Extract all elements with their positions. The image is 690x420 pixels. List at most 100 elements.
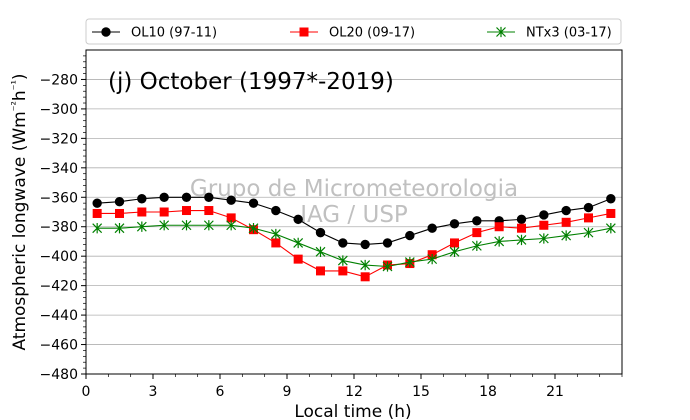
data-point [606, 208, 616, 218]
x-tick-label: 9 [283, 384, 292, 400]
data-point [471, 240, 482, 252]
data-point [450, 238, 459, 248]
data-point [539, 220, 549, 230]
data-point [316, 266, 325, 276]
data-point [583, 227, 594, 238]
data-point [472, 228, 482, 238]
legend-marker [299, 27, 309, 37]
data-point [92, 223, 103, 234]
data-point [226, 220, 237, 231]
legend-label: NTx3 (03-17) [526, 26, 612, 41]
y-tick-label: −280 [40, 72, 78, 88]
x-tick-label: 3 [149, 384, 158, 400]
watermark: Grupo de Micrometeorologia IAG / USP [190, 176, 518, 228]
y-tick-label: −400 [40, 249, 78, 265]
y-tick-label: −420 [40, 279, 78, 295]
data-point [293, 254, 303, 264]
legend-label: OL10 (97-11) [131, 26, 217, 41]
data-point [315, 246, 326, 257]
data-point [606, 194, 616, 204]
data-point [137, 207, 147, 217]
y-tick-label: −340 [40, 161, 78, 177]
data-point [538, 233, 549, 244]
data-point [517, 223, 526, 233]
x-tick-label: 6 [216, 384, 225, 400]
y-tick-label: −320 [40, 131, 78, 147]
data-point [315, 227, 326, 238]
data-point [605, 223, 616, 234]
data-point [338, 266, 348, 276]
data-point [494, 222, 504, 232]
x-tick-label: 18 [479, 384, 497, 400]
data-point [449, 219, 460, 229]
x-tick-label: 21 [546, 384, 564, 400]
legend-item: OL10 (97-11) [92, 26, 217, 41]
panel-title: (j) October (1997*-2019) [108, 69, 394, 95]
series-1 [92, 192, 616, 250]
series-line [97, 224, 611, 268]
data-point [182, 206, 191, 216]
legend: OL10 (97-11) OL20 (09-17) NTx3 (03-17) [85, 18, 622, 45]
data-point [494, 236, 505, 247]
y-tick-label: −440 [40, 308, 78, 324]
y-tick-label: −380 [40, 220, 78, 236]
data-point [115, 208, 124, 218]
data-point [337, 255, 348, 266]
watermark-line-2: IAG / USP [300, 202, 408, 228]
data-point [92, 208, 102, 218]
data-point [248, 198, 259, 208]
data-point [181, 220, 192, 231]
data-point [360, 259, 371, 271]
data-point [203, 220, 214, 231]
data-point [271, 205, 281, 216]
y-tick-label: −360 [40, 190, 78, 206]
y-axis-label: Atmospheric longwave (Wm⁻²h⁻¹) [9, 73, 31, 350]
watermark-line-1: Grupo de Micrometeorologia [190, 176, 518, 202]
y-axis: −480 −460 −440 −420 −400 −380 −360 −340 −320 −300… [40, 55, 86, 383]
data-point [405, 230, 415, 241]
data-point [181, 192, 192, 202]
legend-marker [101, 27, 111, 37]
data-point [204, 206, 214, 216]
x-tick-label: 0 [82, 384, 91, 400]
data-point [271, 238, 281, 248]
legend-item: NTx3 (03-17) [487, 26, 612, 41]
data-point [382, 238, 393, 248]
data-point [159, 220, 170, 231]
x-axis: 0 3 6 9 12 15 18 21 [82, 374, 623, 400]
data-point [427, 223, 437, 233]
data-point [561, 217, 571, 227]
data-point [360, 239, 370, 250]
data-point [360, 272, 370, 282]
data-point [561, 205, 571, 216]
x-tick-label: 15 [412, 384, 430, 400]
data-point [114, 223, 125, 234]
data-point [516, 234, 527, 246]
x-tick-label: 12 [345, 384, 363, 400]
data-point [159, 192, 169, 202]
y-tick-label: −460 [40, 338, 78, 354]
legend-item: OL20 (09-17) [290, 26, 415, 41]
y-tick-label: −480 [40, 367, 78, 383]
data-point [226, 195, 236, 205]
data-point [539, 210, 549, 220]
data-point [293, 237, 304, 249]
data-point [293, 214, 303, 225]
data-point [270, 228, 281, 240]
data-point [338, 238, 348, 248]
data-point [449, 246, 460, 257]
y-tick-label: −300 [40, 102, 78, 118]
data-point [137, 194, 147, 204]
series-layer [92, 192, 616, 282]
data-point [204, 192, 214, 202]
data-point [248, 223, 259, 234]
x-axis-label: Local time (h) [294, 402, 411, 420]
data-point [584, 213, 593, 223]
series-3 [92, 220, 616, 272]
data-point [114, 196, 125, 207]
data-point [516, 214, 527, 225]
data-point [427, 253, 438, 265]
data-point [404, 256, 415, 268]
data-point [136, 221, 147, 232]
